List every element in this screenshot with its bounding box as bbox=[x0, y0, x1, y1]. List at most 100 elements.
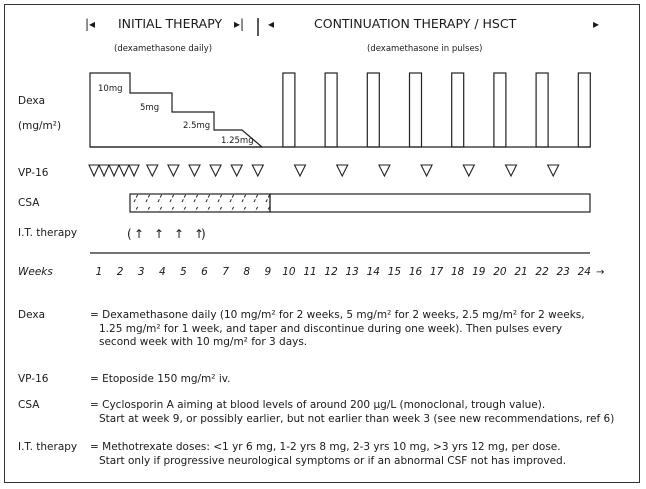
legend-line: = Cyclosporin A aiming at blood levels o… bbox=[90, 399, 546, 411]
it-close-paren: ) bbox=[201, 227, 206, 241]
csa-label: CSA bbox=[18, 197, 40, 209]
vp16-label: VP-16 bbox=[18, 167, 49, 179]
week-label: 19 bbox=[472, 266, 486, 278]
week-label: 3 bbox=[138, 266, 145, 278]
legend-definition: = Cyclosporin A aiming at blood levels o… bbox=[90, 399, 630, 426]
vp16-dose-triangle bbox=[118, 164, 130, 178]
vp16-dose-triangle bbox=[335, 164, 349, 178]
dose-label-5mg: 5mg bbox=[140, 103, 159, 113]
it-therapy-doses: ( ↑ ↑ ↑ ↑ ) bbox=[127, 227, 206, 241]
week-label: 20 bbox=[493, 266, 507, 278]
legend-term: CSA bbox=[18, 399, 40, 411]
it-arrow-4: ↑ bbox=[194, 227, 204, 241]
dose-label-10mg: 10mg bbox=[98, 84, 123, 94]
legend-definition: = Etoposide 150 mg/m² iv. bbox=[90, 373, 630, 387]
legend-line: Start at week 9, or possibly earlier, bu… bbox=[99, 412, 615, 425]
csa-early-hatched-bar bbox=[129, 193, 271, 213]
initial-note: (dexamethasone daily) bbox=[114, 44, 212, 54]
continuation-right-arrow: ▸ bbox=[593, 17, 599, 31]
dexa-pulses bbox=[282, 72, 591, 148]
legend-line: = Etoposide 150 mg/m² iv. bbox=[90, 373, 231, 385]
continuation-title: CONTINUATION THERAPY / HSCT bbox=[314, 16, 517, 31]
vp16-dose-triangle bbox=[128, 164, 140, 178]
vp16-dose-triangle bbox=[230, 164, 244, 178]
week-label: 8 bbox=[243, 266, 250, 278]
vp16-dose-triangle bbox=[108, 164, 120, 178]
week-label: 15 bbox=[388, 266, 402, 278]
dexa-pulse-bar bbox=[324, 72, 338, 148]
vp16-dose-triangle bbox=[88, 164, 100, 178]
legend-term: I.T. therapy bbox=[18, 441, 78, 453]
dose-label-1-25mg: 1.25mg bbox=[221, 136, 254, 146]
week-label: 5 bbox=[180, 266, 187, 278]
week-label: 14 bbox=[367, 266, 380, 278]
dexa-taper-shape bbox=[89, 72, 264, 148]
week-ticks: 1 2 3 4 5 6 7 8 9 10 11 12 13 14 15 16 17 18 19 20 21 22 23 24 bbox=[96, 266, 591, 278]
phase-header: |◂ INITIAL THERAPY ▸| ◂ CONTINUATION THE… bbox=[85, 16, 599, 54]
week-label: 24 bbox=[578, 266, 591, 278]
week-label: 22 bbox=[535, 266, 549, 278]
vp16-dose-triangle bbox=[546, 164, 560, 178]
legend-term: Dexa bbox=[18, 309, 46, 321]
legend-line: second week with 10 mg/m² for 3 days. bbox=[99, 336, 308, 348]
week-label: 6 bbox=[201, 266, 208, 278]
initial-right-bracket: ▸| bbox=[234, 17, 244, 31]
week-label: 23 bbox=[557, 266, 570, 278]
it-open-paren: ( bbox=[127, 227, 132, 241]
legend-line: Start only if progressive neurological s… bbox=[99, 454, 567, 467]
continuation-left-arrow: ◂ bbox=[268, 17, 274, 31]
vp16-dose-triangle bbox=[145, 164, 159, 178]
vp16-dose-triangle bbox=[98, 164, 110, 178]
dexa-unit-label: (mg/m²) bbox=[18, 120, 61, 132]
dexa-pulse-bar bbox=[493, 72, 507, 148]
week-label: 9 bbox=[264, 266, 271, 278]
dexa-pulse-bar bbox=[408, 72, 423, 148]
vp16-dose-triangle bbox=[504, 164, 518, 178]
initial-left-bracket: |◂ bbox=[85, 17, 95, 31]
dexa-pulse-bar bbox=[366, 72, 380, 148]
legend-line: = Methotrexate doses: <1 yr 6 mg, 1-2 yr… bbox=[90, 441, 561, 453]
weeks-arrow: → bbox=[596, 267, 604, 278]
vp16-dose-triangle bbox=[420, 164, 433, 178]
diagram-frame bbox=[4, 4, 640, 483]
dexa-pulse-bar bbox=[282, 72, 296, 148]
vp16-dose-triangle bbox=[251, 164, 265, 178]
week-label: 12 bbox=[324, 266, 338, 278]
vp16-dose-triangle bbox=[293, 164, 307, 178]
weeks-label: Weeks bbox=[18, 266, 53, 278]
legend-definition: = Dexamethasone daily (10 mg/m² for 2 we… bbox=[90, 309, 630, 350]
dexa-pulse-bar bbox=[451, 72, 465, 148]
it-arrow-1: ↑ bbox=[134, 227, 144, 241]
week-label: 4 bbox=[159, 266, 166, 278]
dexa-label: Dexa bbox=[18, 95, 45, 107]
vp16-dose-triangle bbox=[188, 164, 201, 178]
legend-definition: = Methotrexate doses: <1 yr 6 mg, 1-2 yr… bbox=[90, 441, 630, 468]
vp16-doses bbox=[88, 164, 560, 178]
vp16-dose-triangle bbox=[462, 164, 476, 178]
it-arrow-3: ↑ bbox=[174, 227, 184, 241]
vp16-dose-triangle bbox=[167, 164, 180, 178]
csa-continuation-bar bbox=[269, 193, 591, 213]
week-label: 10 bbox=[282, 266, 296, 278]
it-arrow-2: ↑ bbox=[154, 227, 164, 241]
vp16-dose-triangle bbox=[378, 164, 391, 178]
initial-therapy-title: INITIAL THERAPY bbox=[118, 16, 222, 31]
it-therapy-label: I.T. therapy bbox=[18, 227, 77, 239]
week-label: 16 bbox=[409, 266, 423, 278]
legend-term: VP-16 bbox=[18, 373, 49, 385]
dexa-pulse-bar bbox=[577, 72, 591, 148]
week-label: 21 bbox=[514, 266, 527, 278]
dexa-pulse-bar bbox=[535, 72, 549, 148]
week-label: 7 bbox=[222, 266, 229, 278]
continuation-note: (dexamethasone in pulses) bbox=[367, 44, 482, 54]
week-label: 2 bbox=[117, 266, 124, 278]
week-label: 13 bbox=[346, 266, 359, 278]
vp16-dose-triangle bbox=[209, 164, 222, 178]
week-label: 11 bbox=[303, 266, 316, 278]
week-label: 17 bbox=[430, 266, 444, 278]
legend-line: = Dexamethasone daily (10 mg/m² for 2 we… bbox=[90, 309, 585, 321]
week-label: 1 bbox=[96, 266, 103, 278]
week-label: 18 bbox=[451, 266, 465, 278]
legend-line: 1.25 mg/m² for 1 week, and taper and dis… bbox=[99, 322, 563, 335]
